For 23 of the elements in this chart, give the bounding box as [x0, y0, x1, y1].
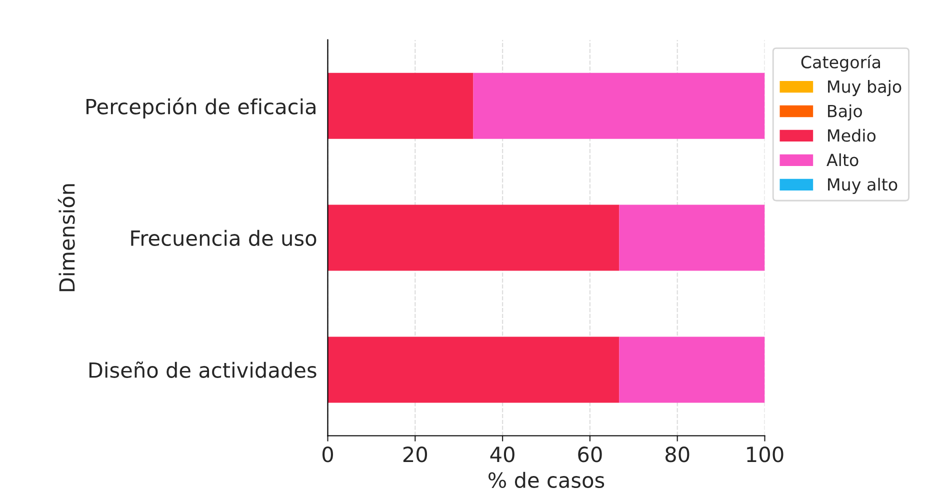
bar [619, 336, 765, 403]
y-tick-label: Diseño de actividades [89, 361, 316, 378]
x-tick-label: 60 [578, 446, 602, 462]
legend-label: Medio [828, 128, 876, 142]
bar [328, 204, 620, 271]
bar [328, 72, 474, 139]
x-tick-label: 100 [747, 446, 784, 462]
x-axis-title: % de casos [488, 472, 604, 488]
bar [619, 204, 765, 271]
y-tick-label: Percepción de eficacia [86, 97, 316, 118]
legend-label: Bajo [828, 104, 862, 121]
bar [328, 336, 620, 403]
y-tick-label: Frecuencia de uso [131, 230, 316, 246]
x-tick-label: 40 [490, 446, 514, 462]
x-tick-label: 80 [666, 446, 690, 462]
legend-label: Muy alto [828, 178, 898, 194]
legend-title: Categoría [801, 54, 880, 72]
bar [473, 72, 765, 139]
x-tick-label: 0 [322, 446, 333, 462]
legend-label: Muy bajo [828, 80, 902, 96]
legend-label: Alto [826, 153, 858, 166]
y-axis-title: Dimensión [58, 184, 75, 292]
x-tick-label: 20 [403, 446, 428, 462]
